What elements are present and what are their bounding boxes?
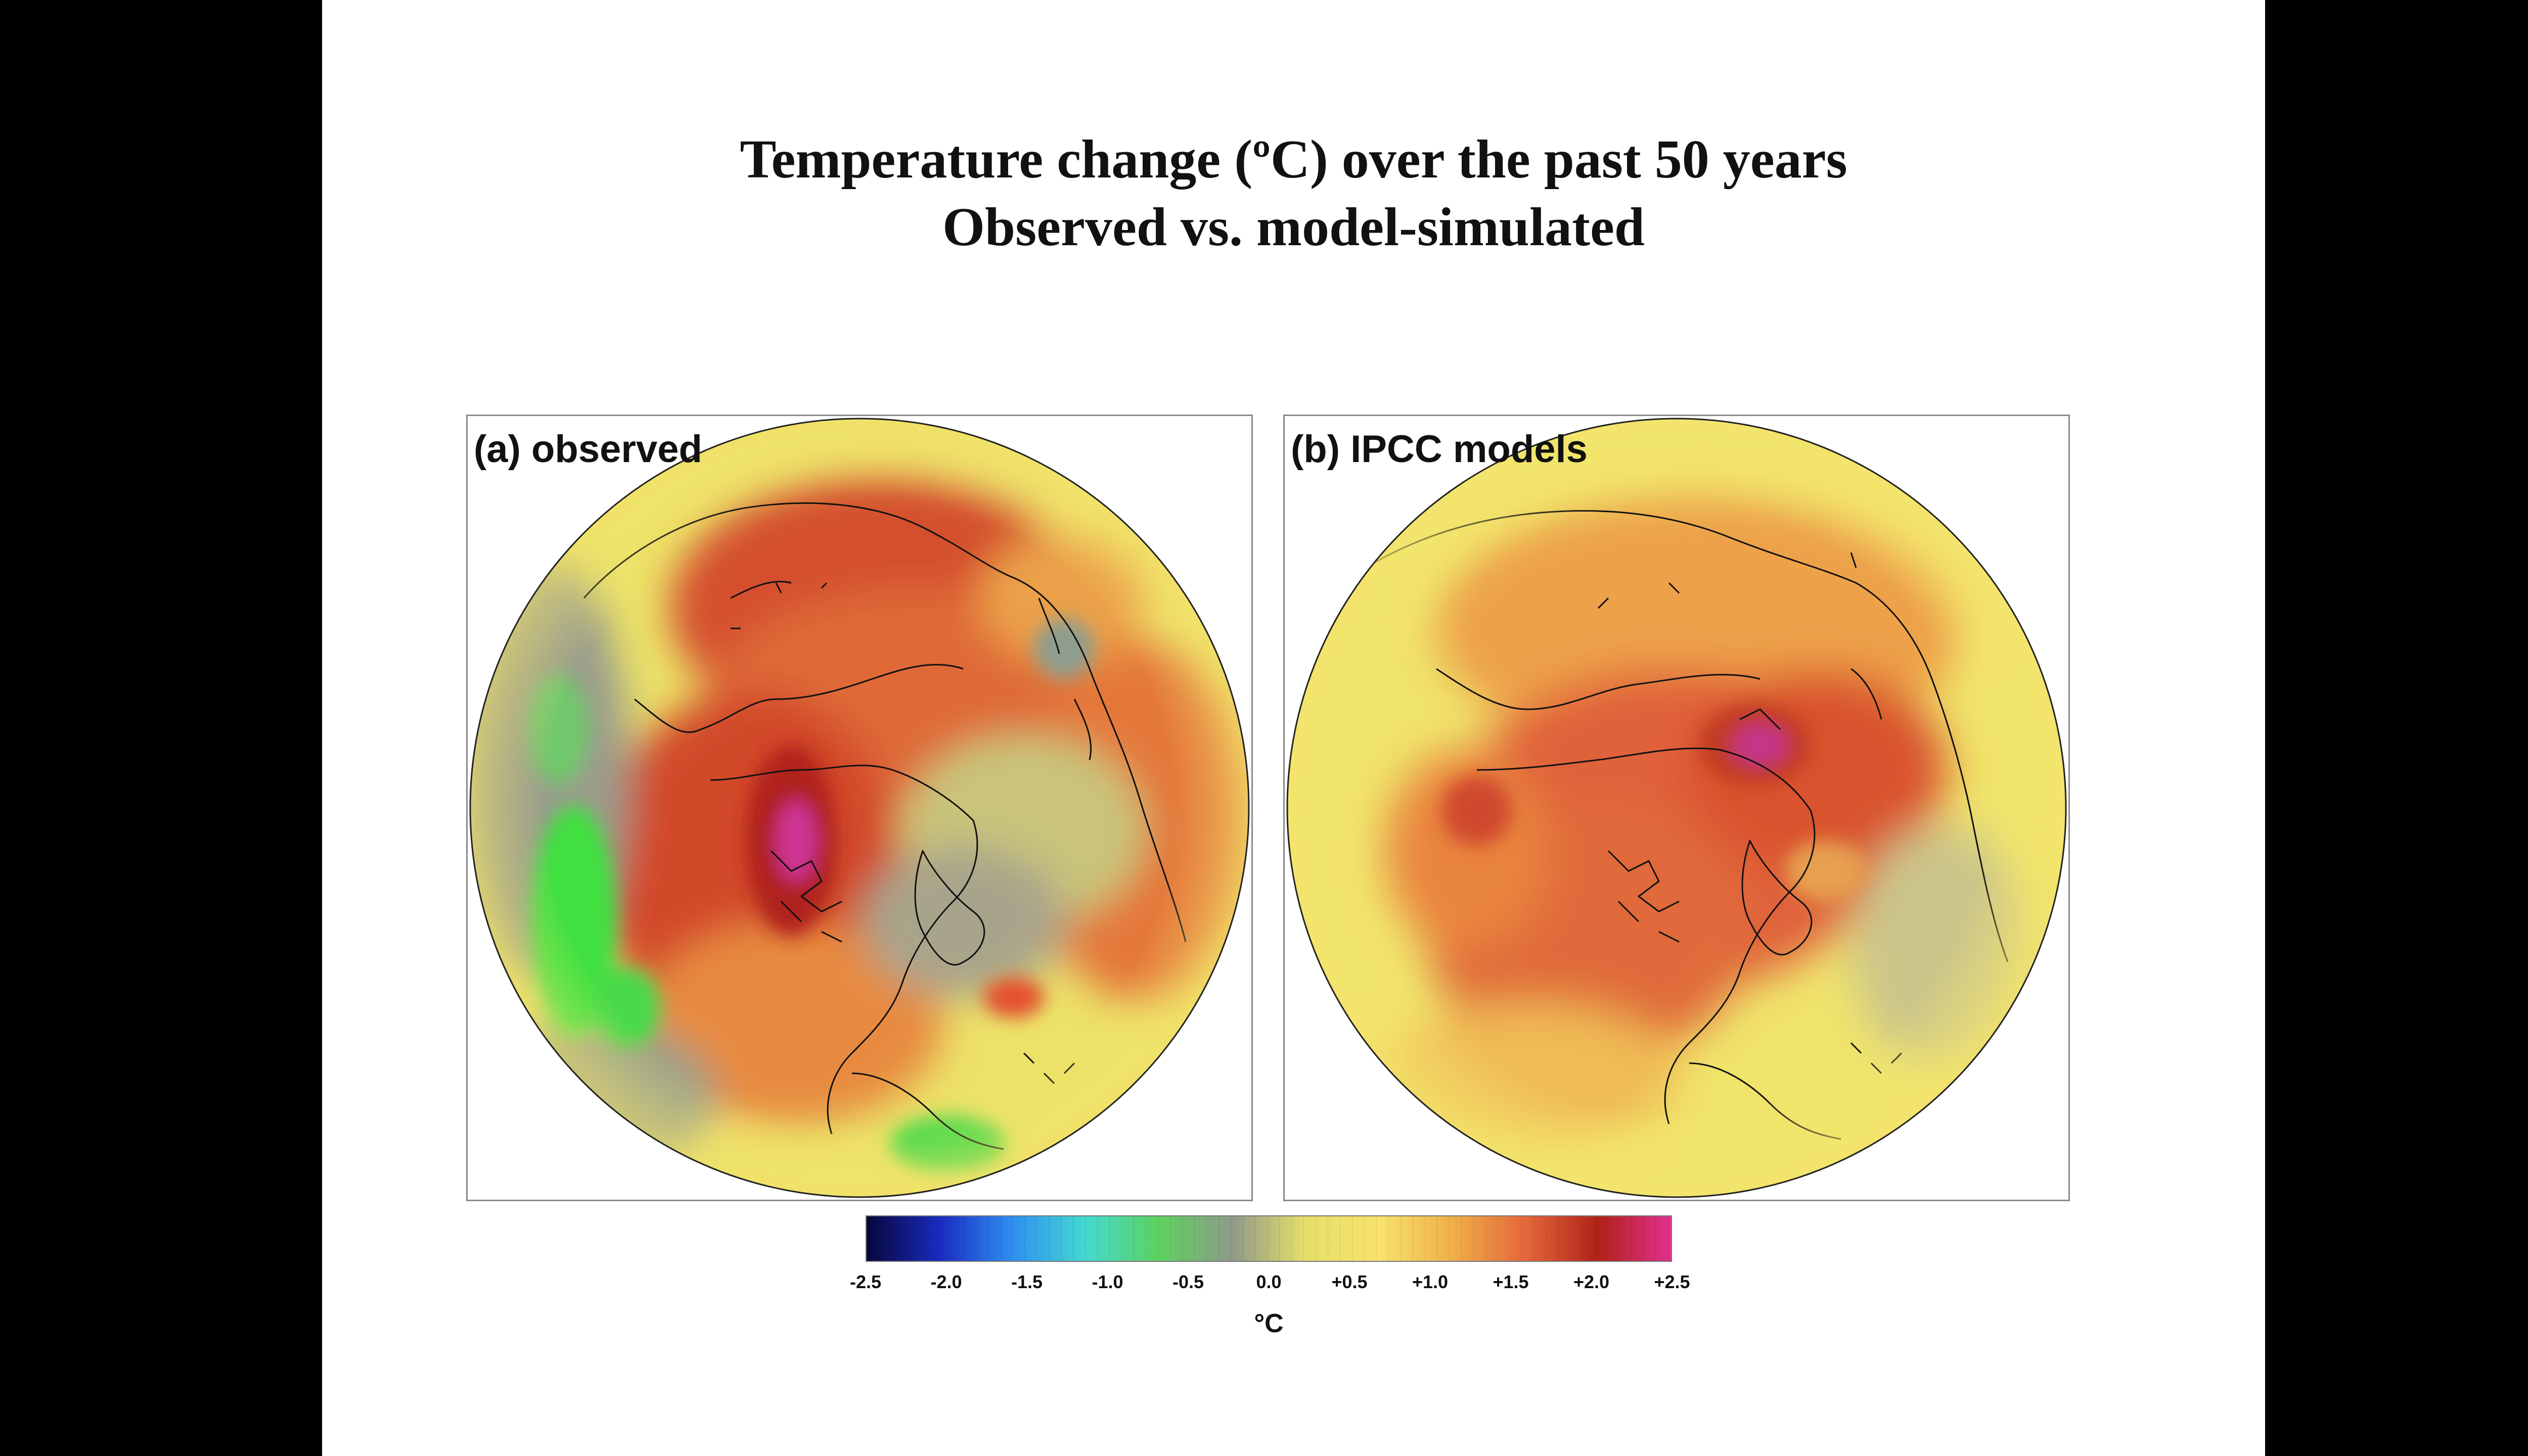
panel-label-observed: (a) observed <box>474 428 702 471</box>
colorbar-tick-label: 0.0 <box>1256 1271 1282 1292</box>
colorbar-tick-label: +2.5 <box>1654 1271 1690 1292</box>
colorbar-tick-label: -1.0 <box>1092 1271 1123 1292</box>
panel-models: (b) IPCC models <box>1283 415 2070 1201</box>
slide: Temperature change (ºC) over the past 50… <box>322 0 2265 1456</box>
panel-label-models: (b) IPCC models <box>1291 428 1588 471</box>
colorbar-tick-label: +1.0 <box>1412 1271 1449 1292</box>
colorbar-tick-label: +0.5 <box>1331 1271 1368 1292</box>
colorbar-tick-label: -0.5 <box>1172 1271 1204 1292</box>
colorbar <box>866 1215 1672 1262</box>
panel-observed: (a) observed <box>466 415 1253 1201</box>
slide-subtitle: Observed vs. model-simulated <box>942 197 1645 257</box>
observed-temperature-map <box>469 418 1250 1198</box>
colorbar-tick-label: +2.0 <box>1573 1271 1610 1292</box>
colorbar-tick-label: +1.5 <box>1493 1271 1529 1292</box>
colorbar-tick-label: -2.5 <box>849 1271 882 1292</box>
model-temperature-map <box>1286 418 2067 1198</box>
colorbar-ticks: -2.5 -2.0 -1.5 -1.0 -0.5 0.0 +0.5 +1.0 +1.5 +2.0 +… <box>850 1271 1690 1297</box>
colorbar-tick-label: -1.5 <box>1011 1271 1043 1292</box>
colorbar-unit: °C <box>1254 1309 1284 1338</box>
colorbar-tick-label: -2.0 <box>930 1271 962 1292</box>
slide-title: Temperature change (ºC) over the past 50… <box>740 129 1847 190</box>
